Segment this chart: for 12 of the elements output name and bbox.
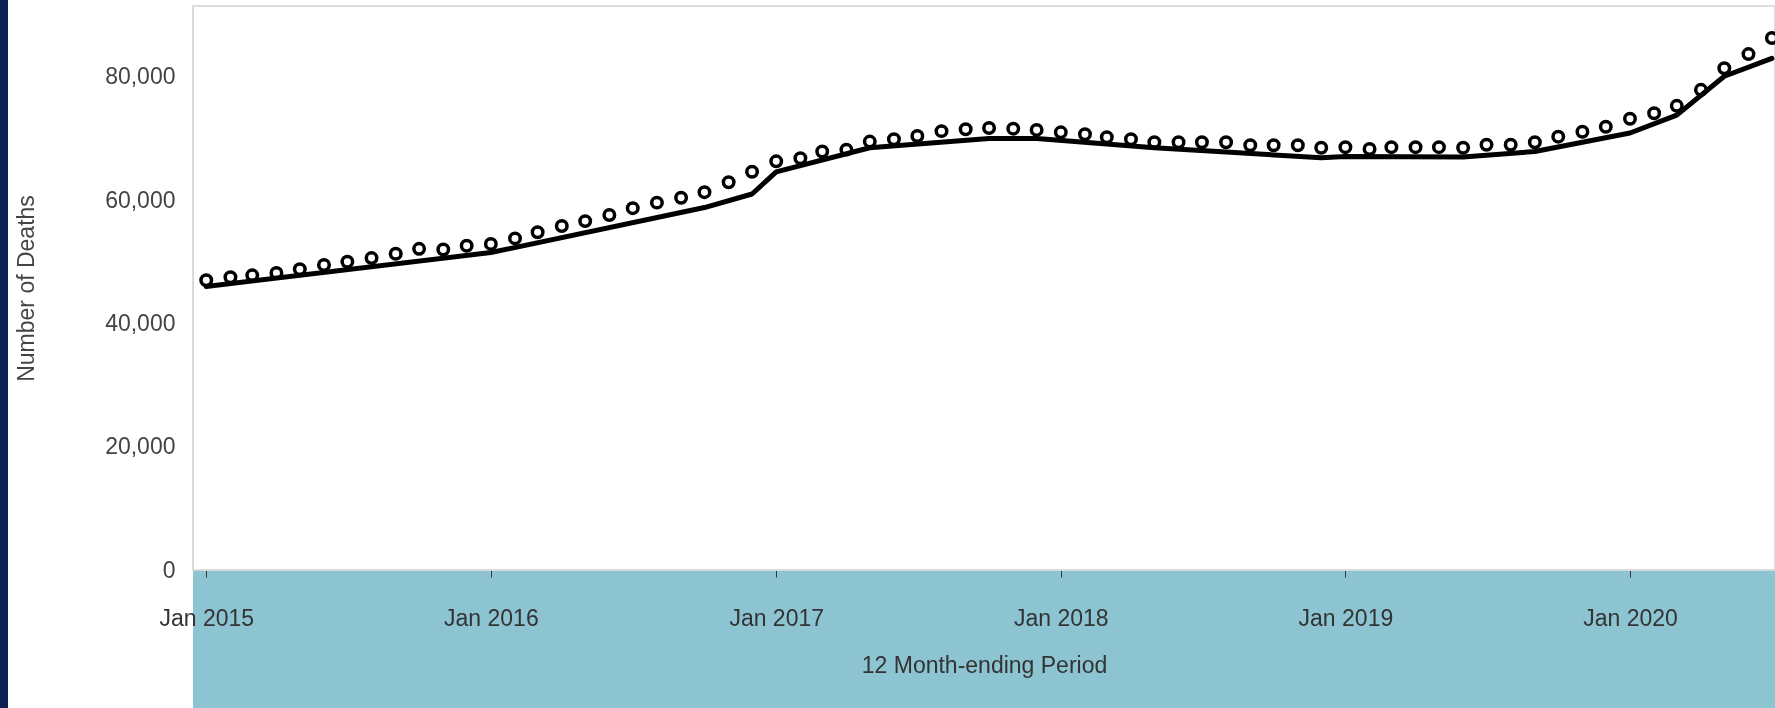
x-tick-label: Jan 2017 <box>729 604 825 631</box>
x-tick-label: Jan 2018 <box>1013 604 1109 631</box>
x-tick-label: Jan 2020 <box>1583 604 1678 631</box>
y-tick-label: 0 <box>162 556 176 583</box>
y-tick-label: 80,000 <box>105 63 176 90</box>
y-tick-label: 60,000 <box>105 186 176 213</box>
y-tick-label: 20,000 <box>105 433 176 460</box>
y-axis-title: Number of Deaths <box>12 195 39 382</box>
x-axis-title: 12 Month-ending Period <box>861 651 1108 678</box>
x-tick-label: Jan 2016 <box>444 604 539 631</box>
x-tick-label: Jan 2019 <box>1298 604 1394 631</box>
y-tick-label: 40,000 <box>105 309 176 336</box>
